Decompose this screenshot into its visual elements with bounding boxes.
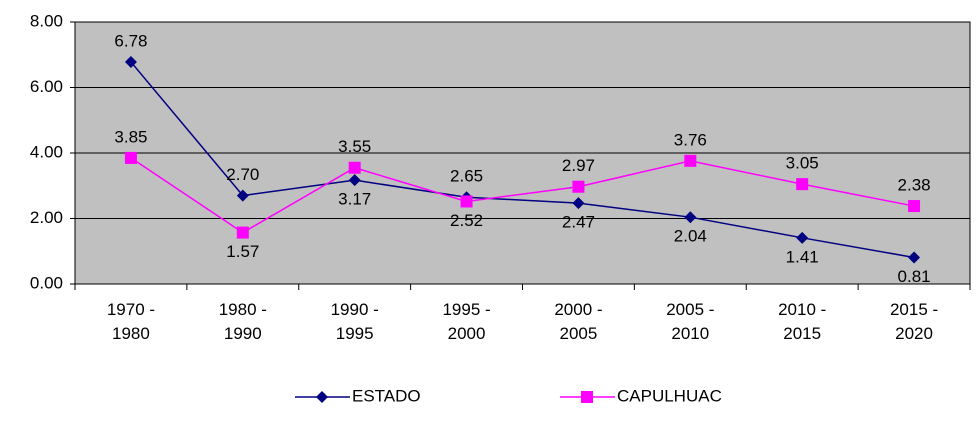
- data-label: 1.41: [786, 247, 819, 266]
- data-point: [908, 251, 921, 264]
- data-point: [124, 151, 137, 164]
- data-point: [684, 154, 697, 167]
- data-point: [460, 195, 473, 208]
- data-point: [572, 197, 585, 210]
- data-point: [124, 55, 137, 68]
- data-point: [908, 200, 921, 213]
- data-label: 2.70: [226, 165, 259, 184]
- data-label: 1.57: [226, 242, 259, 261]
- data-label: 2.47: [562, 213, 595, 232]
- data-point: [572, 180, 585, 193]
- data-label: 3.17: [338, 190, 371, 209]
- y-tick-label: 2.00: [30, 208, 63, 227]
- legend-marker: [581, 391, 593, 403]
- x-tick-label: 1990 - 1995: [330, 300, 379, 343]
- data-label: 2.04: [674, 227, 707, 246]
- series-line: [130, 157, 915, 234]
- legend-marker: [316, 391, 328, 403]
- legend-label: ESTADO: [352, 386, 421, 405]
- x-tick-label: 2010 - 2015: [778, 300, 827, 343]
- series-line: [130, 61, 915, 259]
- data-point: [236, 226, 249, 239]
- data-label: 3.76: [674, 130, 707, 149]
- data-label: 3.55: [338, 137, 371, 156]
- x-tick-label: 1970 - 1980: [106, 300, 156, 343]
- data-label: 3.05: [786, 154, 819, 173]
- data-label: 2.65: [450, 167, 483, 186]
- data-label: 3.85: [114, 127, 147, 146]
- x-tick-label: 1995 - 2000: [442, 300, 491, 343]
- x-tick-label: 2015 - 2020: [889, 300, 939, 343]
- x-tick-label: 2005 - 2010: [666, 300, 715, 343]
- y-tick-label: 8.00: [30, 11, 63, 30]
- data-point: [348, 161, 361, 174]
- y-tick-label: 4.00: [30, 142, 63, 161]
- x-tick-label: 2000 - 2005: [554, 300, 603, 343]
- y-tick-label: 0.00: [30, 273, 63, 292]
- legend-label: CAPULHUAC: [617, 386, 722, 405]
- data-label: 2.52: [450, 211, 483, 230]
- data-label: 2.97: [562, 156, 595, 175]
- data-point: [348, 174, 361, 187]
- y-tick-label: 6.00: [30, 77, 63, 96]
- x-tick-label: 1980 - 1990: [218, 300, 267, 343]
- data-label: 2.38: [898, 176, 931, 195]
- data-point: [684, 211, 697, 224]
- data-point: [236, 189, 249, 202]
- data-label: 6.78: [114, 31, 147, 50]
- data-label: 0.81: [898, 267, 931, 286]
- data-point: [796, 231, 809, 244]
- data-point: [796, 178, 809, 191]
